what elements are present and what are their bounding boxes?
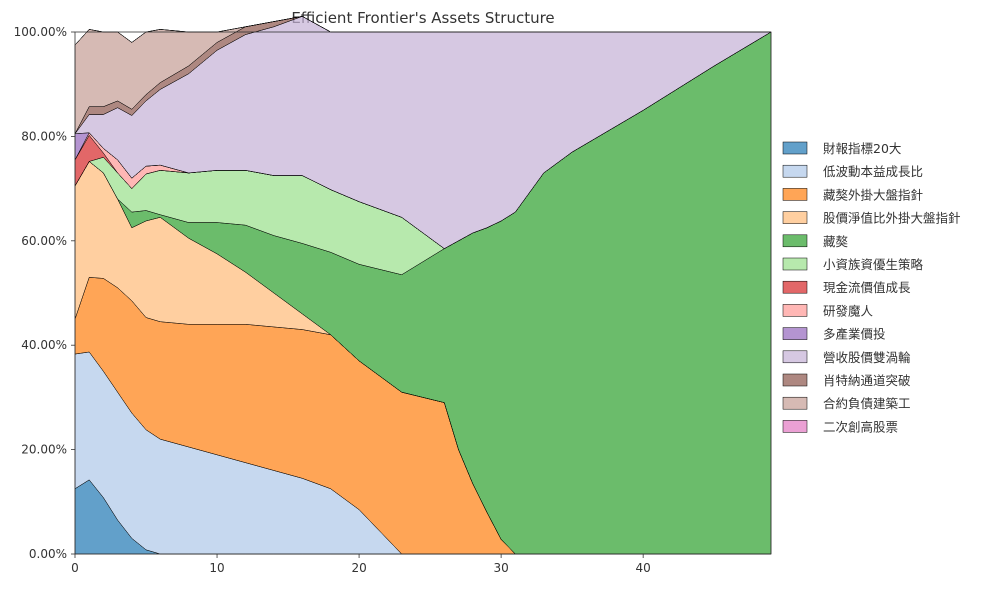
legend-item-12: 二次創高股票 bbox=[782, 419, 898, 434]
legend-label-8: 多產業價投 bbox=[823, 327, 886, 342]
y-axis: 0.00% 20.00% 40.00% 60.00% 80.00% 100.00% bbox=[14, 25, 75, 561]
y-tick-label-5: 100.00% bbox=[14, 25, 67, 39]
legend-item-2: 藏獒外掛大盤指針 bbox=[782, 187, 924, 202]
legend-label-12: 二次創高股票 bbox=[823, 419, 898, 434]
legend-swatch-10 bbox=[782, 373, 808, 387]
legend-swatch-3 bbox=[782, 211, 808, 224]
legend-swatch-1 bbox=[782, 164, 808, 178]
y-tick-label-0: 0.00% bbox=[29, 547, 67, 561]
legend-item-3: 股價淨值比外掛大盤指針 bbox=[782, 211, 961, 226]
legend-label-1: 低波動本益成長比 bbox=[823, 164, 923, 179]
legend-label-0: 財報指標20大 bbox=[823, 141, 901, 156]
legend-item-4: 藏獒 bbox=[782, 234, 849, 249]
legend-item-8: 多產業價投 bbox=[782, 327, 886, 342]
legend-item-9: 營收股價雙渦輪 bbox=[782, 350, 911, 365]
legend-swatch-0 bbox=[782, 141, 808, 155]
legend-label-10: 肖特納通道突破 bbox=[823, 373, 911, 388]
y-tick-label-2: 40.00% bbox=[21, 338, 67, 352]
legend-label-5: 小資族資優生策略 bbox=[823, 257, 924, 272]
legend-item-0: 財報指標20大 bbox=[782, 141, 901, 156]
x-tick-label-3: 30 bbox=[493, 561, 508, 575]
legend-swatch-2 bbox=[782, 188, 808, 201]
area-series-group bbox=[74, 16, 772, 555]
legend-label-9: 營收股價雙渦輪 bbox=[823, 350, 911, 365]
x-tick-label-1: 10 bbox=[209, 561, 224, 575]
legend-swatch-9 bbox=[782, 350, 808, 364]
legend-item-10: 肖特納通道突破 bbox=[782, 373, 911, 388]
legend-label-6: 現金流價值成長 bbox=[823, 280, 911, 295]
legend-swatch-12 bbox=[782, 420, 808, 433]
x-axis: 0 10 20 30 40 bbox=[71, 554, 651, 575]
legend-swatch-8 bbox=[782, 327, 808, 340]
legend-item-7: 研發魔人 bbox=[782, 303, 874, 318]
legend-item-5: 小資族資優生策略 bbox=[782, 257, 924, 272]
plot-frame bbox=[74, 31, 772, 555]
legend-swatch-11 bbox=[782, 396, 808, 410]
legend-item-11: 合約負債建築工 bbox=[782, 396, 911, 411]
legend-swatch-4 bbox=[782, 234, 808, 248]
legend: 財報指標20大低波動本益成長比藏獒外掛大盤指針股價淨值比外掛大盤指針藏獒小資族資… bbox=[782, 141, 961, 434]
legend-label-7: 研發魔人 bbox=[823, 303, 874, 318]
legend-item-6: 現金流價值成長 bbox=[782, 280, 911, 295]
y-tick-label-3: 60.00% bbox=[21, 234, 67, 248]
x-tick-label-0: 0 bbox=[71, 561, 79, 575]
legend-label-3: 股價淨值比外掛大盤指針 bbox=[823, 211, 961, 226]
legend-label-2: 藏獒外掛大盤指針 bbox=[823, 187, 924, 202]
legend-label-11: 合約負債建築工 bbox=[823, 396, 911, 411]
y-tick-label-4: 80.00% bbox=[21, 129, 67, 143]
y-tick-label-1: 20.00% bbox=[21, 443, 67, 457]
legend-label-4: 藏獒 bbox=[823, 234, 849, 249]
legend-swatch-5 bbox=[782, 257, 808, 271]
legend-swatch-7 bbox=[782, 304, 808, 317]
legend-item-1: 低波動本益成長比 bbox=[782, 164, 923, 179]
x-tick-label-2: 20 bbox=[351, 561, 366, 575]
chart-title: Efficient Frontier's Assets Structure bbox=[291, 9, 554, 27]
x-tick-label-4: 40 bbox=[636, 561, 651, 575]
legend-swatch-6 bbox=[782, 280, 808, 294]
